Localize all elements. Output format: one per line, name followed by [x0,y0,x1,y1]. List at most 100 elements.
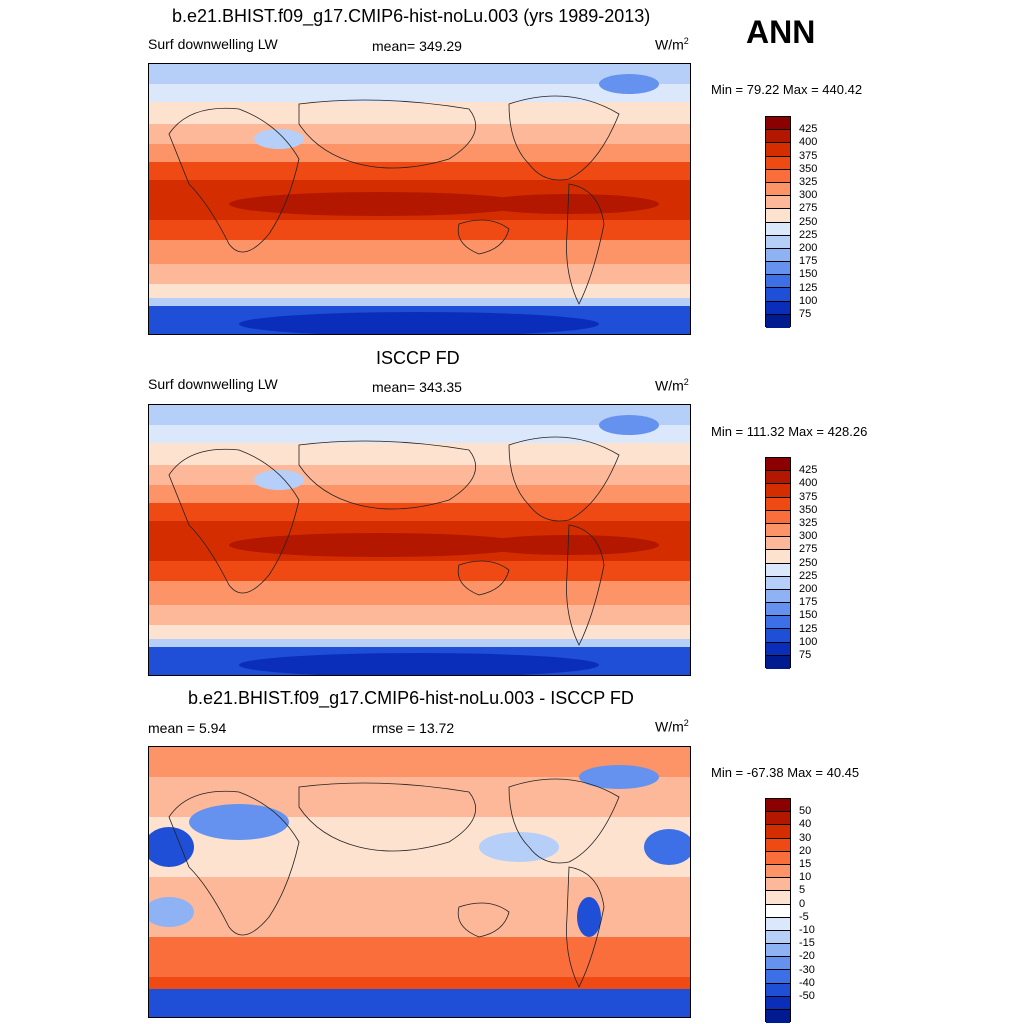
panel-2-title: ISCCP FD [376,348,460,368]
colorbar-tick-label: 225 [799,569,818,582]
colorbar-tick-label: 125 [799,281,818,294]
colorbar-tick-label: 125 [799,622,818,635]
colorbar-swatch [766,484,790,498]
colorbar-tick-label: 375 [799,149,818,162]
colorbar-swatch [766,891,790,905]
colorbar-tick-label: 75 [799,308,812,320]
colorbar-tick-label: 5 [799,884,806,897]
colorbar-swatch [766,944,790,958]
colorbar-tick-label: 300 [799,189,818,202]
colorbar-tick-label: 325 [799,517,818,529]
panel-2-min-max: Min = 111.32 Max = 428.26 [711,424,868,439]
colorbar-swatch [766,209,790,223]
colorbar-tick-label: 200 [799,583,818,595]
colorbar-tick-label: 425 [799,123,818,136]
colorbar-swatch [766,314,790,328]
colorbar-swatch [766,616,790,630]
colorbar-swatch [766,930,790,945]
colorbar-swatch [766,629,790,643]
colorbar-swatch [766,156,790,170]
colorbar-tick-label: 400 [799,136,818,149]
colorbar-swatch [766,878,790,892]
panel-3-colorbar [765,798,791,1024]
colorbar-swatch [766,182,790,197]
colorbar-tick-label: -20 [799,950,815,963]
colorbar-tick-label: 250 [799,556,818,569]
colorbar-swatch [766,655,790,669]
colorbar-tick-label: -30 [799,963,815,976]
panel-1-units: W/m2 [655,36,689,53]
season-label: ANN [746,14,816,50]
panel-1-title: b.e21.BHIST.f09_g17.CMIP6-hist-noLu.003 … [172,6,651,26]
colorbar-swatch [766,471,790,485]
colorbar-swatch [766,262,790,276]
colorbar-tick-label: 30 [799,831,812,844]
panel-2-map [148,404,691,676]
colorbar-swatch [766,917,790,931]
colorbar-swatch [766,143,790,157]
colorbar-tick-label: 200 [799,242,818,254]
colorbar-tick-label: 425 [799,464,818,477]
panel-3-map [148,746,691,1018]
colorbar-tick-label: 400 [799,477,818,490]
colorbar-swatch [766,537,790,551]
colorbar-tick-label: 0 [799,897,806,910]
colorbar-tick-label: 350 [799,162,818,175]
colorbar-tick-label: 175 [799,255,818,268]
panel-1-min-max: Min = 79.22 Max = 440.42 [711,82,863,97]
colorbar-tick-label: 75 [799,649,812,661]
colorbar-tick-label: -50 [799,990,815,1002]
panel-1-colorbar [765,116,791,328]
colorbar-tick-label: 40 [799,818,812,831]
colorbar-swatch [766,904,790,918]
colorbar-swatch [766,970,790,984]
colorbar-swatch [766,301,790,315]
colorbar-swatch [766,864,790,879]
colorbar-tick-label: 150 [799,268,818,281]
colorbar-tick-label: -15 [799,937,815,950]
colorbar-tick-label: 275 [799,202,818,215]
colorbar-tick-label: 175 [799,596,818,609]
panel-1-map [148,63,691,335]
panel-1-mean-label: mean= 349.29 [372,38,462,54]
colorbar-swatch [766,117,790,131]
colorbar-tick-label: 275 [799,543,818,556]
colorbar-swatch [766,248,790,263]
colorbar-swatch [766,523,790,538]
colorbar-tick-label: 250 [799,215,818,228]
colorbar-tick-label: -10 [799,924,815,936]
colorbar-swatch [766,838,790,852]
colorbar-swatch [766,497,790,511]
colorbar-swatch [766,576,790,590]
colorbar-tick-label: -40 [799,976,815,989]
colorbar-swatch [766,275,790,289]
colorbar-tick-label: 20 [799,844,812,857]
panel-3-units: W/m2 [655,718,689,735]
colorbar-tick-label: 225 [799,228,818,241]
colorbar-swatch [766,1010,790,1024]
colorbar-swatch [766,825,790,839]
colorbar-swatch [766,983,790,997]
colorbar-swatch [766,589,790,604]
colorbar-tick-label: 350 [799,503,818,516]
colorbar-swatch [766,222,790,236]
panel-2-variable-label: Surf downwelling LW [148,376,278,392]
colorbar-tick-label: 325 [799,176,818,188]
colorbar-swatch [766,563,790,577]
colorbar-tick-label: 50 [799,805,812,818]
colorbar-swatch [766,196,790,210]
colorbar-tick-label: 15 [799,858,812,870]
panel-2-units: W/m2 [655,377,689,394]
panel-2-colorbar [765,457,791,669]
colorbar-swatch [766,169,790,183]
colorbar-swatch [766,799,790,813]
colorbar-tick-label: 100 [799,635,818,648]
colorbar-swatch [766,603,790,617]
panel-3-rmse-label: rmse = 13.72 [372,720,455,736]
colorbar-swatch [766,851,790,865]
colorbar-swatch [766,812,790,826]
colorbar-swatch [766,235,790,249]
colorbar-tick-label: 375 [799,490,818,503]
colorbar-swatch [766,642,790,656]
panel-2-mean-label: mean= 343.35 [372,379,462,395]
